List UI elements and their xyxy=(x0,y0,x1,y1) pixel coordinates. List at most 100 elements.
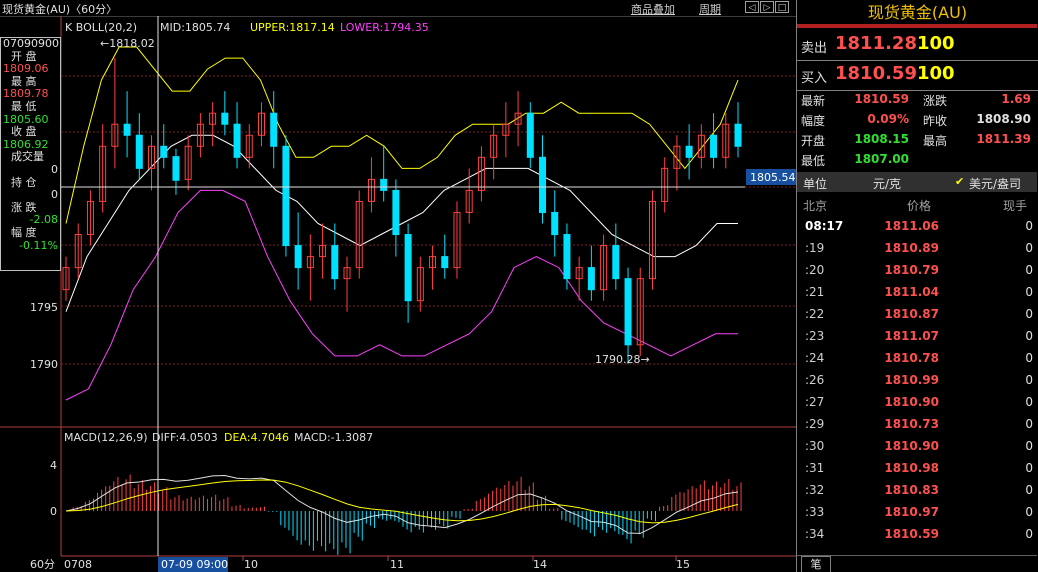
tick-price: 1810.90 xyxy=(884,439,939,453)
tick-time: :19 xyxy=(805,241,825,255)
tick-price: 1811.04 xyxy=(884,285,939,299)
time-label-10: 10 xyxy=(244,558,258,571)
tick-qty: 0 xyxy=(1025,483,1033,497)
high-value: 1809.78 xyxy=(3,87,49,101)
maximize-icon[interactable]: □ xyxy=(775,1,789,13)
candle-body xyxy=(673,145,681,169)
change-pct-value: -0.11% xyxy=(19,238,58,252)
buy-row[interactable]: 买入 1810.59 100 xyxy=(797,60,1038,91)
high-label: 最 高 xyxy=(11,74,37,88)
candle-body xyxy=(465,189,473,213)
ticks-header: 北京 价格 现手 xyxy=(797,194,1037,214)
candlestick-chart[interactable]: K BOLL(20,2) MID:1805.74 UPPER:1817.14 L… xyxy=(0,16,796,572)
tick-row: :32 1810.83 0 xyxy=(797,480,1037,502)
low-value: 1805.60 xyxy=(3,112,49,126)
open-value: 1809.06 xyxy=(3,62,49,76)
tick-row: :33 1810.97 0 xyxy=(797,502,1037,524)
ticks-header-time: 北京 xyxy=(803,199,828,213)
tick-time: :31 xyxy=(805,461,825,475)
title-underline xyxy=(797,24,1037,28)
tick-qty: 0 xyxy=(1025,241,1033,255)
candle-body xyxy=(697,134,705,158)
period-link[interactable]: 周期 xyxy=(699,3,721,16)
tick-qty: 0 xyxy=(1025,307,1033,321)
low-annotation: 1790.28→ xyxy=(595,353,650,366)
candle-body xyxy=(477,156,485,191)
tick-qty: 0 xyxy=(1025,461,1033,475)
candle-body xyxy=(710,134,718,158)
macd-diff-line xyxy=(65,474,739,534)
candle-body xyxy=(245,134,253,158)
next-icon[interactable]: ▷ xyxy=(760,1,774,13)
macd-dea-value: DEA:4.7046 xyxy=(224,431,289,444)
tick-price: 1810.79 xyxy=(884,263,939,277)
volume-label: 成交量 xyxy=(11,150,44,164)
candle-body xyxy=(539,156,547,213)
tick-row: :23 1811.07 0 xyxy=(797,326,1037,348)
current-price-tag xyxy=(746,169,796,185)
tick-price: 1810.97 xyxy=(884,505,939,519)
candle-body xyxy=(490,134,498,158)
close-value: 1806.92 xyxy=(3,137,49,151)
candle-body xyxy=(429,256,437,269)
bar-date: 07090900 xyxy=(3,37,59,50)
quote-field-label: 幅度 xyxy=(801,114,826,128)
open-interest-label: 持 仓 xyxy=(11,175,37,189)
sell-row[interactable]: 卖出 1811.28 100 xyxy=(797,30,1038,61)
tick-qty: 0 xyxy=(1025,417,1033,431)
tick-price: 1810.59 xyxy=(884,527,939,541)
tick-qty: 0 xyxy=(1025,219,1033,233)
tick-time: :34 xyxy=(805,527,825,541)
tab-ticks[interactable]: 笔 xyxy=(801,556,831,572)
candle-body xyxy=(123,123,131,136)
quote-field-value: 1811.39 xyxy=(976,132,1031,146)
candle-body xyxy=(551,211,559,236)
macd-hist-value: MACD:-1.3087 xyxy=(294,431,373,444)
tick-qty: 0 xyxy=(1025,505,1033,519)
currency-toggle[interactable]: 美元/盎司 xyxy=(969,177,1022,191)
quote-field-label: 最低 xyxy=(801,154,826,168)
bar-info-panel: 07090900 开 盘 1809.06 最 高 1809.78 最 低 180… xyxy=(0,37,61,271)
candle-body xyxy=(587,267,595,291)
ticks-header-qty: 现手 xyxy=(1003,199,1028,213)
tick-time: :30 xyxy=(805,439,825,453)
tick-time: :27 xyxy=(805,395,825,409)
compare-products-link[interactable]: 商品叠加 xyxy=(631,3,675,16)
candle-body xyxy=(526,112,534,158)
sell-label: 卖出 xyxy=(801,41,828,56)
tick-time: :29 xyxy=(805,417,825,431)
tick-time: :32 xyxy=(805,483,825,497)
candle-body xyxy=(453,211,461,269)
tick-qty: 0 xyxy=(1025,527,1033,541)
time-label-15: 15 xyxy=(676,558,690,571)
time-label-0708: 0708 xyxy=(64,558,92,571)
candle-body xyxy=(441,256,449,269)
cursor-time-value: 07-09 09:00 xyxy=(161,558,228,571)
tick-row: :24 1810.78 0 xyxy=(797,348,1037,370)
candle-body xyxy=(319,245,327,258)
tick-row: :19 1810.89 0 xyxy=(797,238,1037,260)
candle-body xyxy=(514,112,522,125)
tick-price: 1810.78 xyxy=(884,351,939,365)
open-label: 开 盘 xyxy=(11,49,37,63)
candle-body xyxy=(221,112,229,125)
volume-value: 0 xyxy=(51,162,58,176)
quote-field-value: 1808.90 xyxy=(976,112,1031,126)
time-label-11: 11 xyxy=(390,558,404,571)
candle-body xyxy=(685,145,693,158)
unit-bar: 单位 元/克 ✔ 美元/盎司 xyxy=(797,172,1037,192)
tick-qty: 0 xyxy=(1025,263,1033,277)
buy-label: 买入 xyxy=(801,71,828,86)
change-label: 涨 跌 xyxy=(11,200,37,214)
time-label-14: 14 xyxy=(533,558,547,571)
quote-field-label: 最高 xyxy=(923,134,948,148)
candle-body xyxy=(135,134,143,169)
prev-icon[interactable]: ◁ xyxy=(745,1,759,13)
quote-title: 现货黄金(AU) xyxy=(867,3,968,22)
chart-title-bar: 现货黄金(AU)〈60分〉 商品叠加 周期 ◁ ▷ □ ≡ xyxy=(0,0,796,17)
boll-label: K BOLL(20,2) xyxy=(65,21,137,34)
buy-price: 1810.59 xyxy=(835,63,917,84)
boll-mid-value: MID:1805.74 xyxy=(160,21,230,34)
high-annotation: ←1818.02 xyxy=(100,37,155,50)
cursor-time-tag xyxy=(158,557,228,572)
